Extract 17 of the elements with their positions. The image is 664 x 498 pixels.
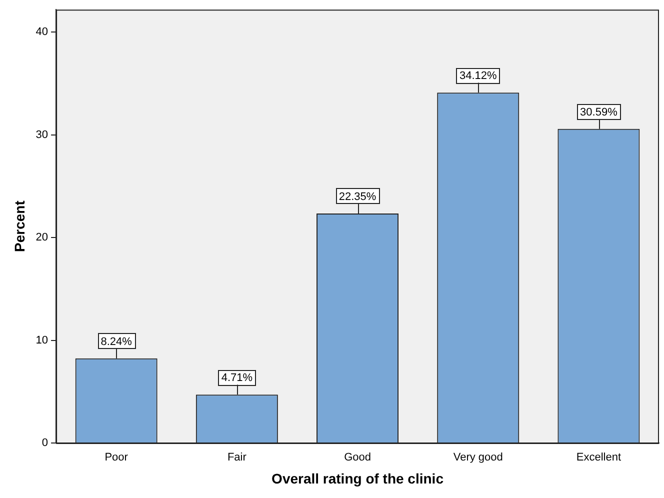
data-label: 4.71% [221, 372, 253, 384]
data-label: 30.59% [580, 106, 618, 118]
y-axis-title: Percent [11, 200, 28, 252]
data-label: 22.35% [338, 190, 376, 203]
x-tick-label: Good [344, 452, 371, 464]
y-tick-label: 40 [36, 26, 48, 38]
data-label: 8.24% [100, 336, 132, 348]
data-label: 34.12% [459, 70, 497, 82]
x-axis-title: Overall rating of the clinic [272, 470, 444, 486]
y-tick-label: 30 [36, 128, 48, 141]
y-tick-label: 0 [42, 437, 48, 450]
x-tick-label: Excellent [576, 452, 622, 464]
x-tick-label: Poor [104, 452, 128, 464]
y-tick-label: 20 [36, 232, 48, 244]
x-tick-label: Very good [453, 452, 503, 464]
y-tick-label: 10 [36, 334, 48, 346]
x-tick-label: Fair [227, 452, 247, 464]
